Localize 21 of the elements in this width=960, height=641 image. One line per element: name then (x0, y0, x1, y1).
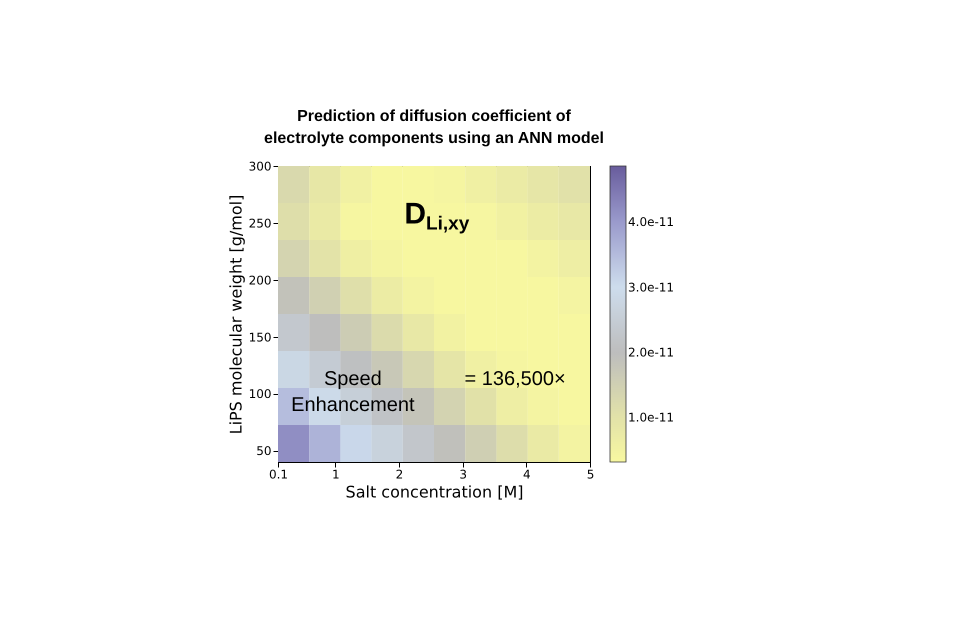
annotation: = 136,500× (464, 368, 566, 390)
y-tick-label: 50 (256, 444, 272, 458)
x-tick-label: 4 (523, 468, 531, 482)
x-tick-label: 5 (586, 468, 594, 482)
x-tick-label: 3 (459, 468, 467, 482)
y-tick-label: 200 (248, 273, 272, 288)
y-tick-label: 250 (248, 216, 272, 230)
y-axis-title: LiPS molecular weight [g/mol] (226, 194, 246, 434)
color-bar-label: 4.0e-11 (628, 215, 674, 230)
annotation: Speed Enhancement (291, 368, 416, 416)
y-tick-label: 300 (248, 160, 272, 174)
chart-title: Prediction of diffusion coefficient of electrolyte components using an ANN model (264, 108, 604, 147)
color-bar-label: 2.0e-11 (628, 345, 674, 360)
x-tick-label: 0.1 (268, 468, 288, 482)
y-tick-label: 150 (248, 330, 272, 344)
color-bar-label: 3.0e-11 (628, 280, 674, 294)
color-bar-label: 1.0e-11 (628, 410, 674, 425)
y-tick-label: 100 (248, 387, 272, 402)
x-tick-label: 2 (396, 468, 404, 482)
x-axis-title: Salt concentration [M] (346, 482, 524, 502)
x-tick-label: 1 (332, 468, 340, 482)
